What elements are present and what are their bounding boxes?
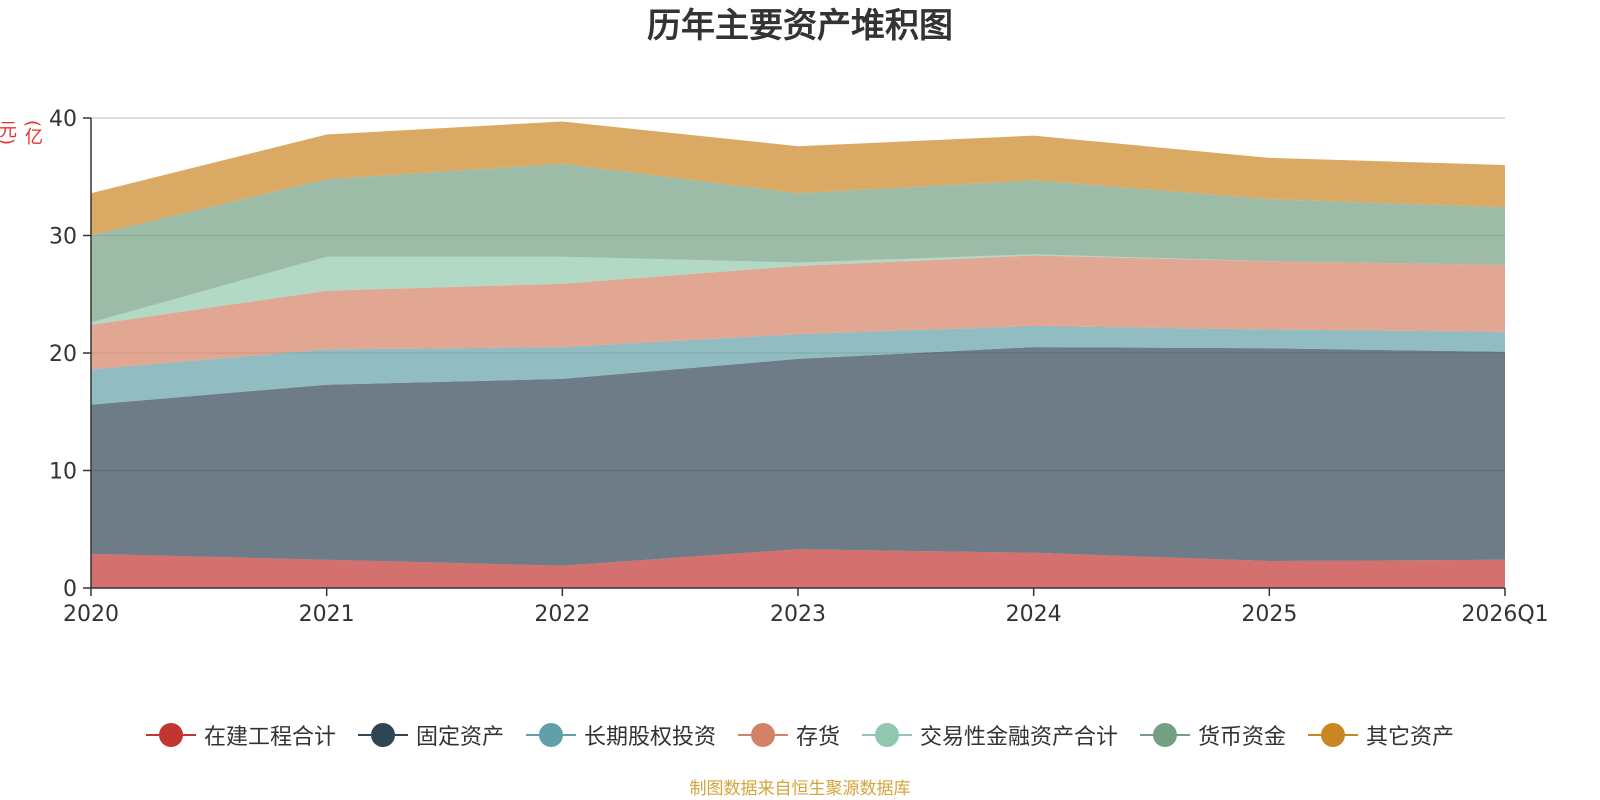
legend-label: 其它资产 <box>1366 725 1455 750</box>
x-tick-label-4: 2024 <box>1006 602 1062 627</box>
y-tick-label-20: 20 <box>49 342 77 367</box>
legend-label: 在建工程合计 <box>203 725 336 750</box>
source-note: 制图数据来自恒生聚源数据库 <box>689 779 911 799</box>
legend-item-3[interactable]: 长期股权投资 <box>525 719 716 751</box>
legend-swatch-icon <box>525 721 576 749</box>
legend-item-6[interactable]: 货币资金 <box>1140 719 1286 751</box>
legend-item-4[interactable]: 存货 <box>737 719 840 751</box>
legend: 在建工程合计 固定资产 长期股权投资 存货 交易性金融资产合计 货币资金 其它资产 <box>0 720 1600 750</box>
x-tick-label-2: 2022 <box>534 602 590 627</box>
legend-swatch-icon <box>862 721 912 749</box>
area-series-7[interactable]: 其它资产 <box>91 121 1505 236</box>
legend-swatch-icon <box>357 721 408 749</box>
legend-label: 存货 <box>795 725 840 750</box>
x-tick-label-1: 2021 <box>299 602 355 627</box>
y-tick-label-0: 0 <box>63 577 77 602</box>
legend-item-5[interactable]: 交易性金融资产合计 <box>862 719 1118 751</box>
axes: 0 10 20 30 40 2020 2021 2022 2023 2024 2025 2026Q1 <box>49 107 1549 627</box>
x-tick-label-5: 2025 <box>1241 602 1297 627</box>
x-tick-label-6: 2026Q1 <box>1461 602 1548 627</box>
legend-swatch-icon <box>737 721 788 749</box>
legend-label: 交易性金融资产合计 <box>920 725 1119 750</box>
legend-label: 长期股权投资 <box>583 725 716 750</box>
chart-title: 历年主要资产堆积图 <box>647 6 953 46</box>
legend-item-2[interactable]: 固定资产 <box>357 719 504 751</box>
area-series-1[interactable]: 在建工程合计 <box>91 549 1505 588</box>
y-tick-label-30: 30 <box>49 225 77 250</box>
area-series-6[interactable]: 货币资金 <box>91 163 1505 323</box>
legend-item-7[interactable]: 其它资产 <box>1308 719 1454 751</box>
area-series-4[interactable]: 存货 <box>91 255 1505 370</box>
legend-label: 货币资金 <box>1198 725 1287 750</box>
y-tick-label-10: 10 <box>49 460 77 485</box>
area-series-2[interactable]: 固定资产 <box>91 347 1505 566</box>
y-tick-label-40: 40 <box>49 107 77 132</box>
legend-swatch-icon <box>145 721 196 749</box>
legend-item-1[interactable]: 在建工程合计 <box>145 719 336 751</box>
x-tick-label-0: 2020 <box>63 602 119 627</box>
area-series-5[interactable]: 交易性金融资产合计 <box>91 254 1505 325</box>
y-axis-unit-label: (亿元) <box>0 120 43 146</box>
area-series-3[interactable]: 长期股权投资 <box>91 326 1505 405</box>
x-tick-label-3: 2023 <box>770 602 826 627</box>
legend-swatch-icon <box>1140 721 1191 749</box>
legend-label: 固定资产 <box>415 725 504 750</box>
legend-swatch-icon <box>1308 721 1359 749</box>
